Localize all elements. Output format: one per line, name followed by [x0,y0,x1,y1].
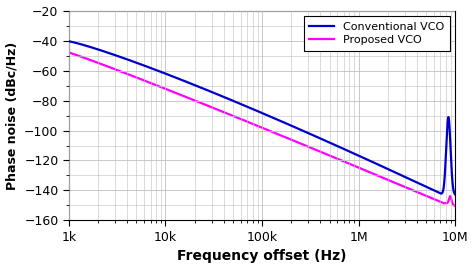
Proposed VCO [354,165,360,169]
Conventional VCO [383,167,389,170]
Conventional VCO [214,92,219,95]
X-axis label: Frequency offset (Hz): Frequency offset (Hz) [177,249,347,263]
Legend: Conventional VCO, Proposed VCO: Conventional VCO, Proposed VCO [304,16,449,51]
Proposed VCO [383,178,389,181]
Proposed VCO [317,150,323,153]
Conventional VCO [452,193,458,196]
Proposed VCO [66,51,72,54]
Line: Proposed VCO: Proposed VCO [69,52,455,206]
Conventional VCO [136,62,142,65]
Proposed VCO [298,142,303,145]
Proposed VCO [136,77,142,80]
Y-axis label: Phase noise (dBc/Hz): Phase noise (dBc/Hz) [6,41,18,190]
Conventional VCO [298,128,303,131]
Proposed VCO [452,204,458,208]
Conventional VCO [354,153,360,157]
Line: Conventional VCO: Conventional VCO [69,41,455,194]
Conventional VCO [66,40,72,43]
Proposed VCO [214,108,219,111]
Conventional VCO [317,137,323,140]
